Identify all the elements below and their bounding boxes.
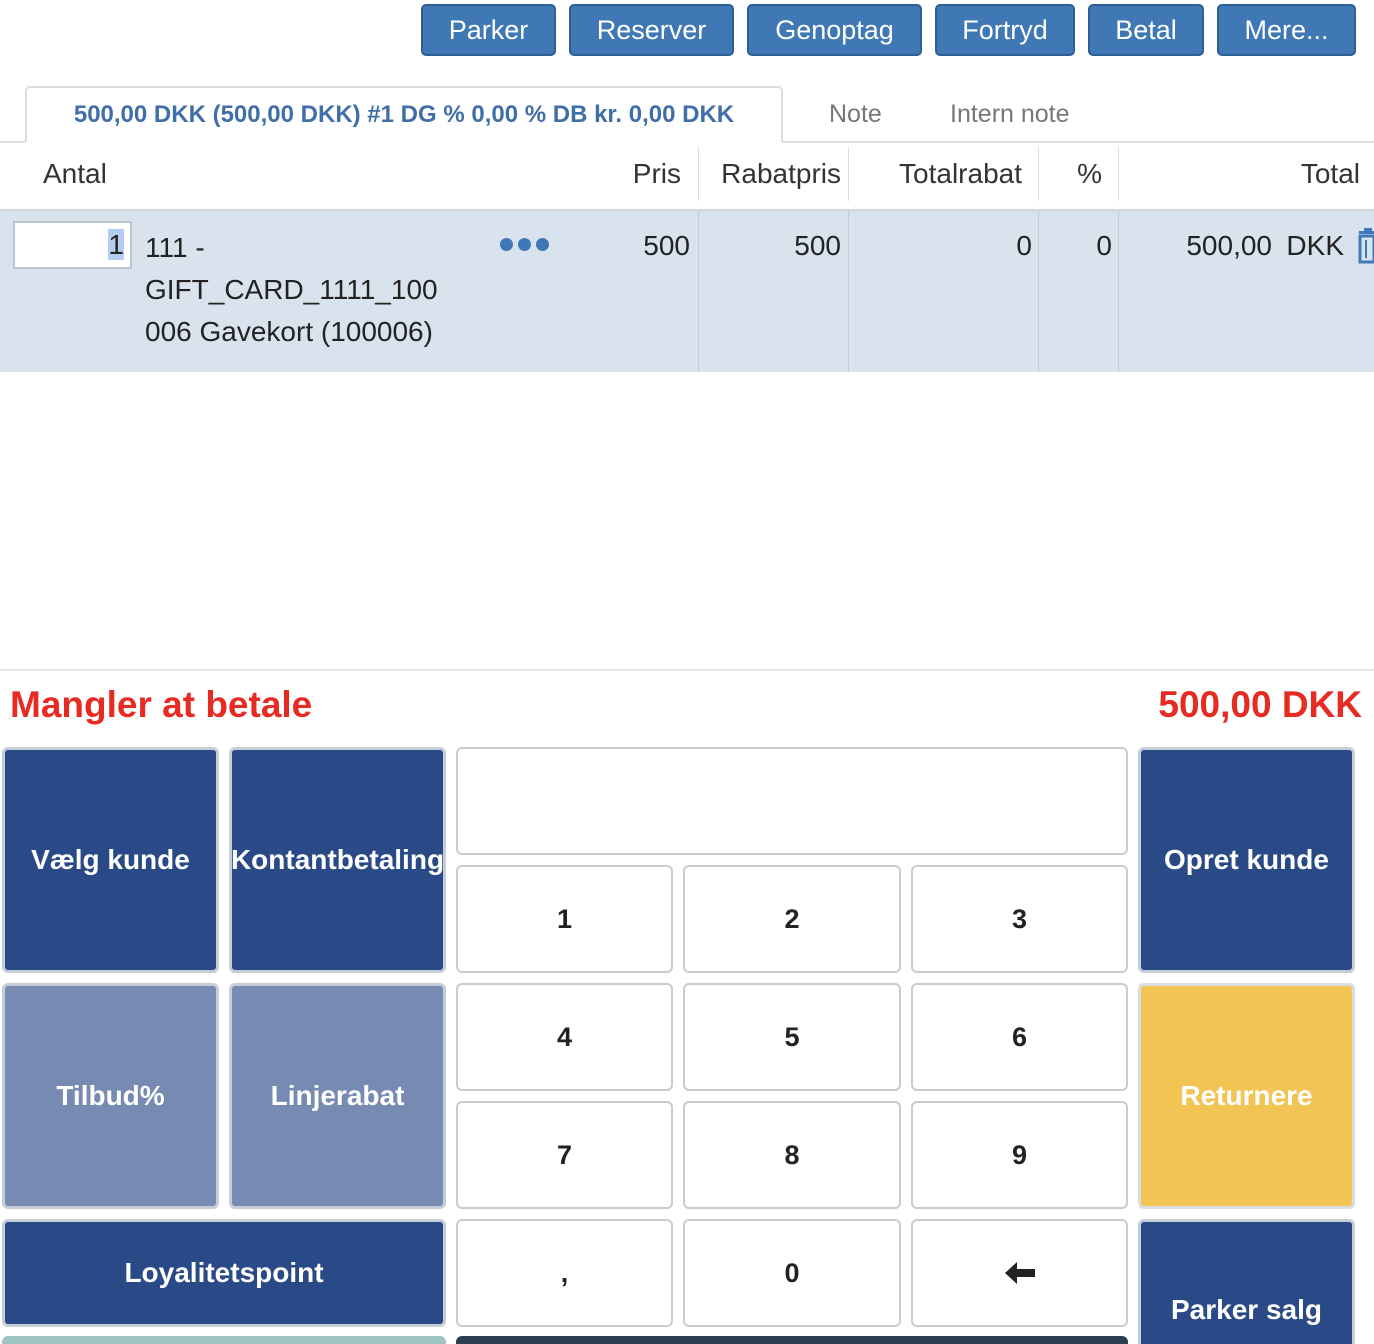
cell-pris: 500 [643, 230, 690, 261]
vaelg-kunde-button[interactable]: Vælg kunde [2, 747, 219, 973]
loyalitetspoint-button[interactable]: Loyalitetspoint [2, 1219, 446, 1327]
row-divider [1038, 211, 1039, 372]
opret-kunde-button[interactable]: Opret kunde [1138, 747, 1355, 973]
key-7[interactable]: 7 [456, 1101, 673, 1209]
key-0[interactable]: 0 [683, 1219, 901, 1327]
order-tabs: 500,00 DKK (500,00 DKK) #1 DG % 0,00 % D… [0, 86, 1374, 143]
fortryd-button[interactable]: Fortryd [935, 4, 1075, 56]
header-divider [1118, 147, 1119, 201]
header-totalrabat: Totalrabat [899, 158, 1022, 189]
parker-button[interactable]: Parker [421, 4, 556, 56]
cell-totalrabat: 0 [1016, 230, 1032, 261]
header-rabatpris: Rabatpris [721, 158, 841, 189]
partial-button[interactable] [2, 1336, 446, 1344]
cell-total: 500,00 [1186, 230, 1272, 261]
item-description-line: 111 - [145, 232, 205, 263]
quantity-input[interactable]: 1 [13, 221, 132, 269]
key-4[interactable]: 4 [456, 983, 673, 1091]
backspace-key[interactable] [911, 1219, 1128, 1327]
table-row[interactable]: 1 111 - GIFT_CARD_1111_100 006 Gavekort … [0, 211, 1374, 372]
amount-due-value: 500,00 DKK [1158, 684, 1362, 725]
header-divider [848, 147, 849, 201]
row-divider [698, 211, 699, 372]
key-6[interactable]: 6 [911, 983, 1128, 1091]
cell-percent: 0 [1096, 230, 1112, 261]
tilbud-button[interactable]: Tilbud% [2, 983, 219, 1209]
header-total: Total [1300, 158, 1360, 189]
summary-divider [0, 669, 1374, 671]
key-9[interactable]: 9 [911, 1101, 1128, 1209]
dot [518, 238, 531, 251]
header-divider [1038, 147, 1039, 201]
quantity-value: 1 [108, 229, 124, 260]
betal-button[interactable]: Betal [1088, 4, 1204, 56]
returnere-button[interactable]: Returnere [1138, 983, 1355, 1209]
kontantbetaling-button[interactable]: Kontantbetaling [229, 747, 446, 973]
item-description-line: GIFT_CARD_1111_100 [145, 274, 438, 305]
cell-rabatpris: 500 [794, 230, 841, 261]
key-8[interactable]: 8 [683, 1101, 901, 1209]
partial-wide-button[interactable] [456, 1336, 1128, 1344]
keypad-display[interactable] [456, 747, 1128, 855]
key-5[interactable]: 5 [683, 983, 901, 1091]
linjerabat-button[interactable]: Linjerabat [229, 983, 446, 1209]
header-divider [698, 147, 699, 201]
row-divider [1118, 211, 1119, 372]
key-1[interactable]: 1 [456, 865, 673, 973]
key-3[interactable]: 3 [911, 865, 1128, 973]
top-toolbar: Parker Reserver Genoptag Fortryd Betal M… [0, 4, 1374, 56]
amount-due-label: Mangler at betale [10, 684, 313, 725]
row-divider [848, 211, 849, 372]
item-description-line: 006 Gavekort (100006) [145, 316, 433, 347]
key-comma[interactable]: , [456, 1219, 673, 1327]
tab-order-summary[interactable]: 500,00 DKK (500,00 DKK) #1 DG % 0,00 % D… [25, 86, 783, 143]
cell-currency: DKK [1286, 230, 1344, 261]
dot [536, 238, 549, 251]
genoptag-button[interactable]: Genoptag [747, 4, 922, 56]
tab-note[interactable]: Note [829, 100, 882, 128]
more-options-icon[interactable] [498, 233, 552, 253]
parker-salg-label: Parker salg [1171, 1294, 1322, 1325]
trash-icon[interactable] [1356, 227, 1374, 265]
table-header: Antal Pris Rabatpris Totalrabat % Total [0, 143, 1374, 211]
header-percent: % [1077, 158, 1102, 189]
key-2[interactable]: 2 [683, 865, 901, 973]
parker-salg-button[interactable]: Parker salg [1138, 1219, 1355, 1344]
header-pris: Pris [632, 158, 681, 189]
header-antal: Antal [43, 158, 107, 189]
reserver-button[interactable]: Reserver [569, 4, 734, 56]
item-description: 111 - GIFT_CARD_1111_100 006 Gavekort (1… [145, 227, 475, 353]
tab-intern-note[interactable]: Intern note [950, 100, 1070, 128]
mere-button[interactable]: Mere... [1217, 4, 1356, 56]
backspace-arrow-icon [1004, 1262, 1035, 1284]
dot [500, 238, 513, 251]
